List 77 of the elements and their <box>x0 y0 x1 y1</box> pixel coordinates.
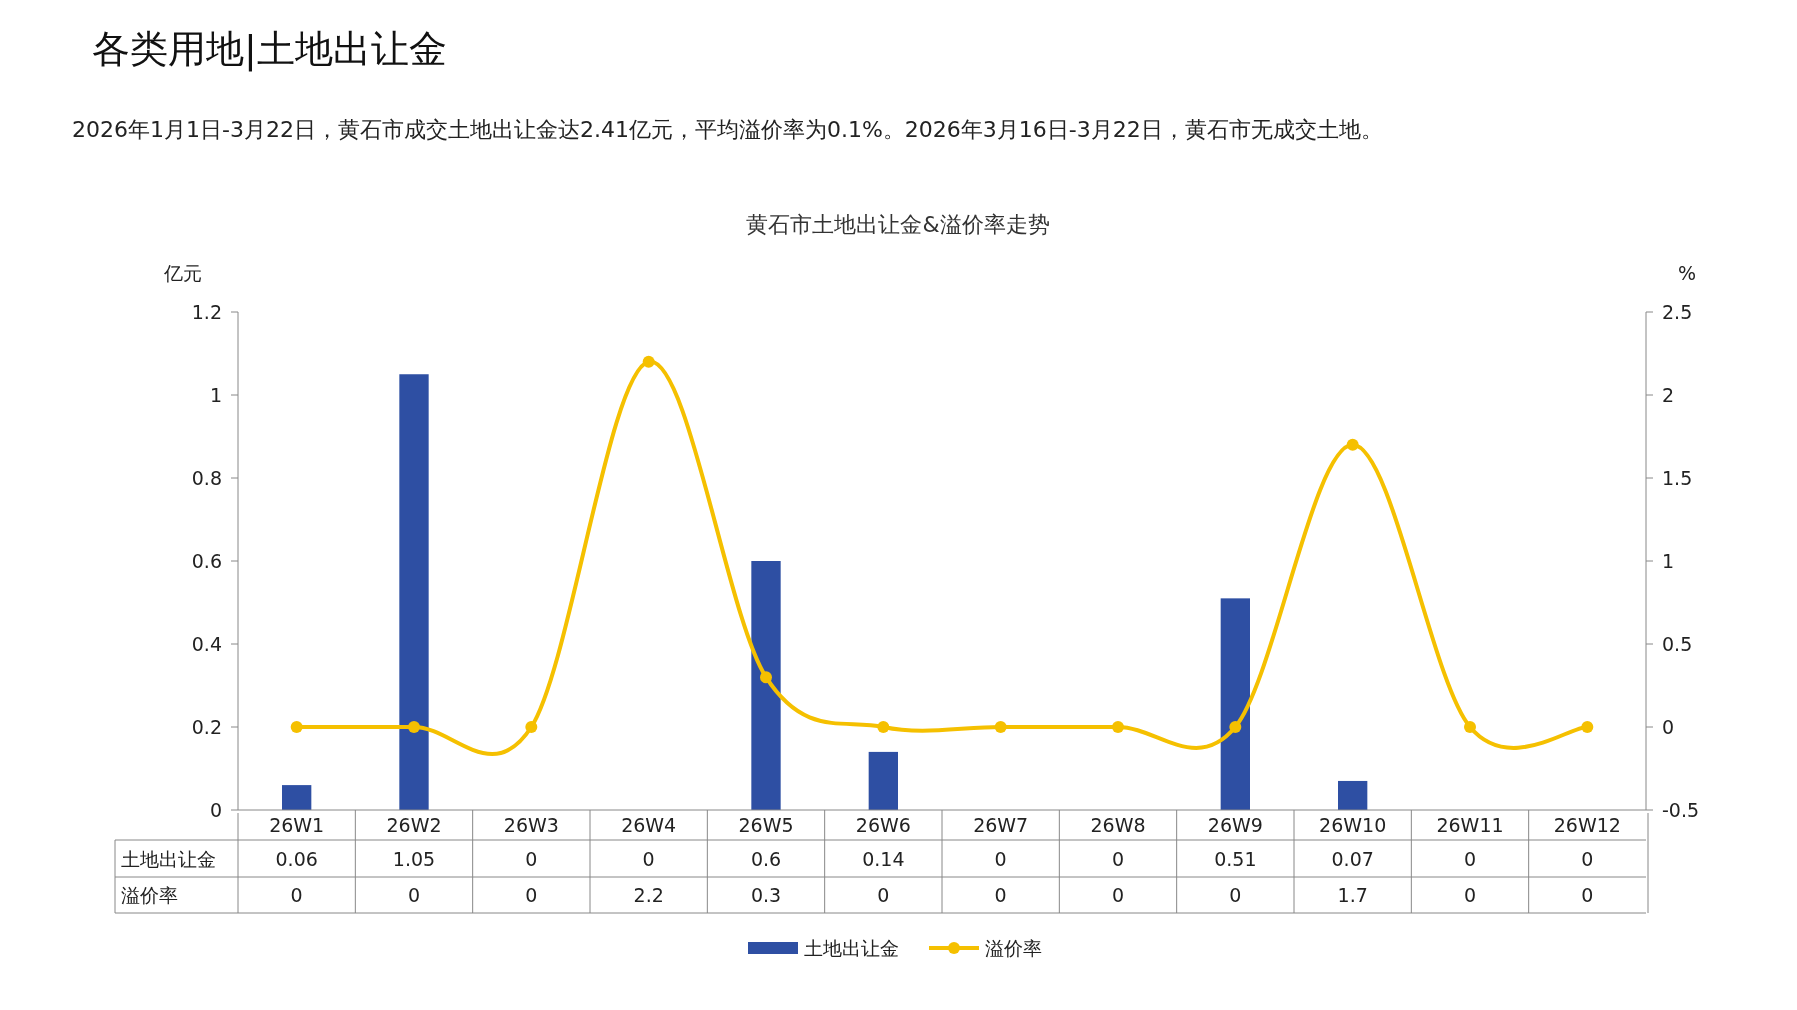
data-label: 0 <box>1229 884 1242 906</box>
x-tick-label: 26W7 <box>973 814 1029 836</box>
bar <box>282 785 312 810</box>
y2-tick-label: 2 <box>1662 384 1675 406</box>
chart-title: 黄石市土地出让金&溢价率走势 <box>746 212 1050 237</box>
y-tick-label: 0.4 <box>191 633 222 655</box>
data-label: 1.05 <box>392 847 436 870</box>
text: 各类用地|土地出让金 <box>92 27 447 72</box>
bar <box>868 751 898 810</box>
x-tick-label: 26W3 <box>503 814 559 836</box>
point <box>290 721 303 733</box>
text: 2026年1月1日-3月22日，黄石市成交土地出让金达2.41亿元，平均溢价率为0.1%。2026年3月16日-3月22日，黄石市无成交土地。 <box>72 117 1383 142</box>
data-label: 0 <box>290 884 303 906</box>
text: 土地出让金 <box>121 847 216 870</box>
data-label: 0.51 <box>1214 847 1257 870</box>
x-tick-label: 26W9 <box>1207 814 1263 836</box>
legend-label: 土地出让金 <box>804 937 899 959</box>
data-label: 0 <box>1111 884 1125 906</box>
y-tick-label: 0 <box>209 799 222 821</box>
data-label: 0 <box>1581 884 1594 906</box>
y-tick-label: 0.2 <box>191 716 222 738</box>
data-label: 0.06 <box>275 847 318 870</box>
point <box>994 721 1007 733</box>
y-tick-label: 1.2 <box>191 301 222 323</box>
y2-tick-label: -0.5 <box>1662 799 1700 821</box>
point <box>1581 721 1594 733</box>
y2-tick-label: 2.5 <box>1662 301 1693 323</box>
data-label: 0 <box>525 847 538 870</box>
y-tick-label: 0.8 <box>191 467 222 489</box>
x-tick-label: 26W8 <box>1090 814 1146 836</box>
data-label: 0 <box>1111 847 1125 870</box>
y-tick-label: 1 <box>209 384 222 406</box>
data-label: 0 <box>642 847 655 870</box>
bar <box>399 374 429 810</box>
data-label: 1.7 <box>1337 884 1368 906</box>
x-tick-label: 26W1 <box>269 814 325 836</box>
point <box>525 721 538 733</box>
x-tick-label: 26W5 <box>738 814 794 836</box>
data-label: 0 <box>525 884 538 906</box>
legend-label: 溢价率 <box>985 937 1042 959</box>
point <box>1346 438 1359 451</box>
data-label: 0.6 <box>750 847 782 870</box>
data-label: 0.3 <box>750 884 782 906</box>
data-label: 0 <box>877 884 890 906</box>
y2-tick-label: 1 <box>1662 550 1675 572</box>
y2-tick-label: 1.5 <box>1662 467 1693 489</box>
point <box>1229 721 1242 733</box>
x-tick-label: 26W10 <box>1319 814 1387 836</box>
x-tick-label: 26W4 <box>621 814 677 836</box>
data-label: 0 <box>994 884 1007 906</box>
data-label: 2.2 <box>633 884 664 906</box>
bar <box>751 561 781 810</box>
text: 溢价率 <box>121 884 178 906</box>
y-tick-label: 0.6 <box>191 550 222 572</box>
data-label: 0 <box>1581 847 1594 870</box>
y2-tick-label: 0.5 <box>1662 633 1693 655</box>
data-label: 0.07 <box>1331 847 1374 870</box>
x-tick-label: 26W2 <box>386 814 442 836</box>
data-label: 0 <box>1463 847 1477 870</box>
point <box>408 721 420 733</box>
bar <box>1338 780 1368 810</box>
x-tick-label: 26W11 <box>1436 814 1504 836</box>
y-axis-title: 亿元 <box>163 262 202 284</box>
point <box>760 671 772 684</box>
data-label: 0 <box>1463 884 1477 906</box>
x-tick-label: 26W12 <box>1553 814 1621 836</box>
point <box>642 355 655 368</box>
data-label: 0 <box>994 847 1007 870</box>
data-label: 0 <box>407 884 421 906</box>
x-tick-label: 26W6 <box>855 814 911 836</box>
point <box>1112 721 1124 733</box>
data-label: 0.14 <box>862 847 905 870</box>
bar <box>1220 598 1250 810</box>
y2-axis-title: % <box>1677 262 1697 284</box>
y2-tick-label: 0 <box>1662 716 1675 738</box>
point <box>877 721 890 733</box>
point <box>1464 721 1476 733</box>
